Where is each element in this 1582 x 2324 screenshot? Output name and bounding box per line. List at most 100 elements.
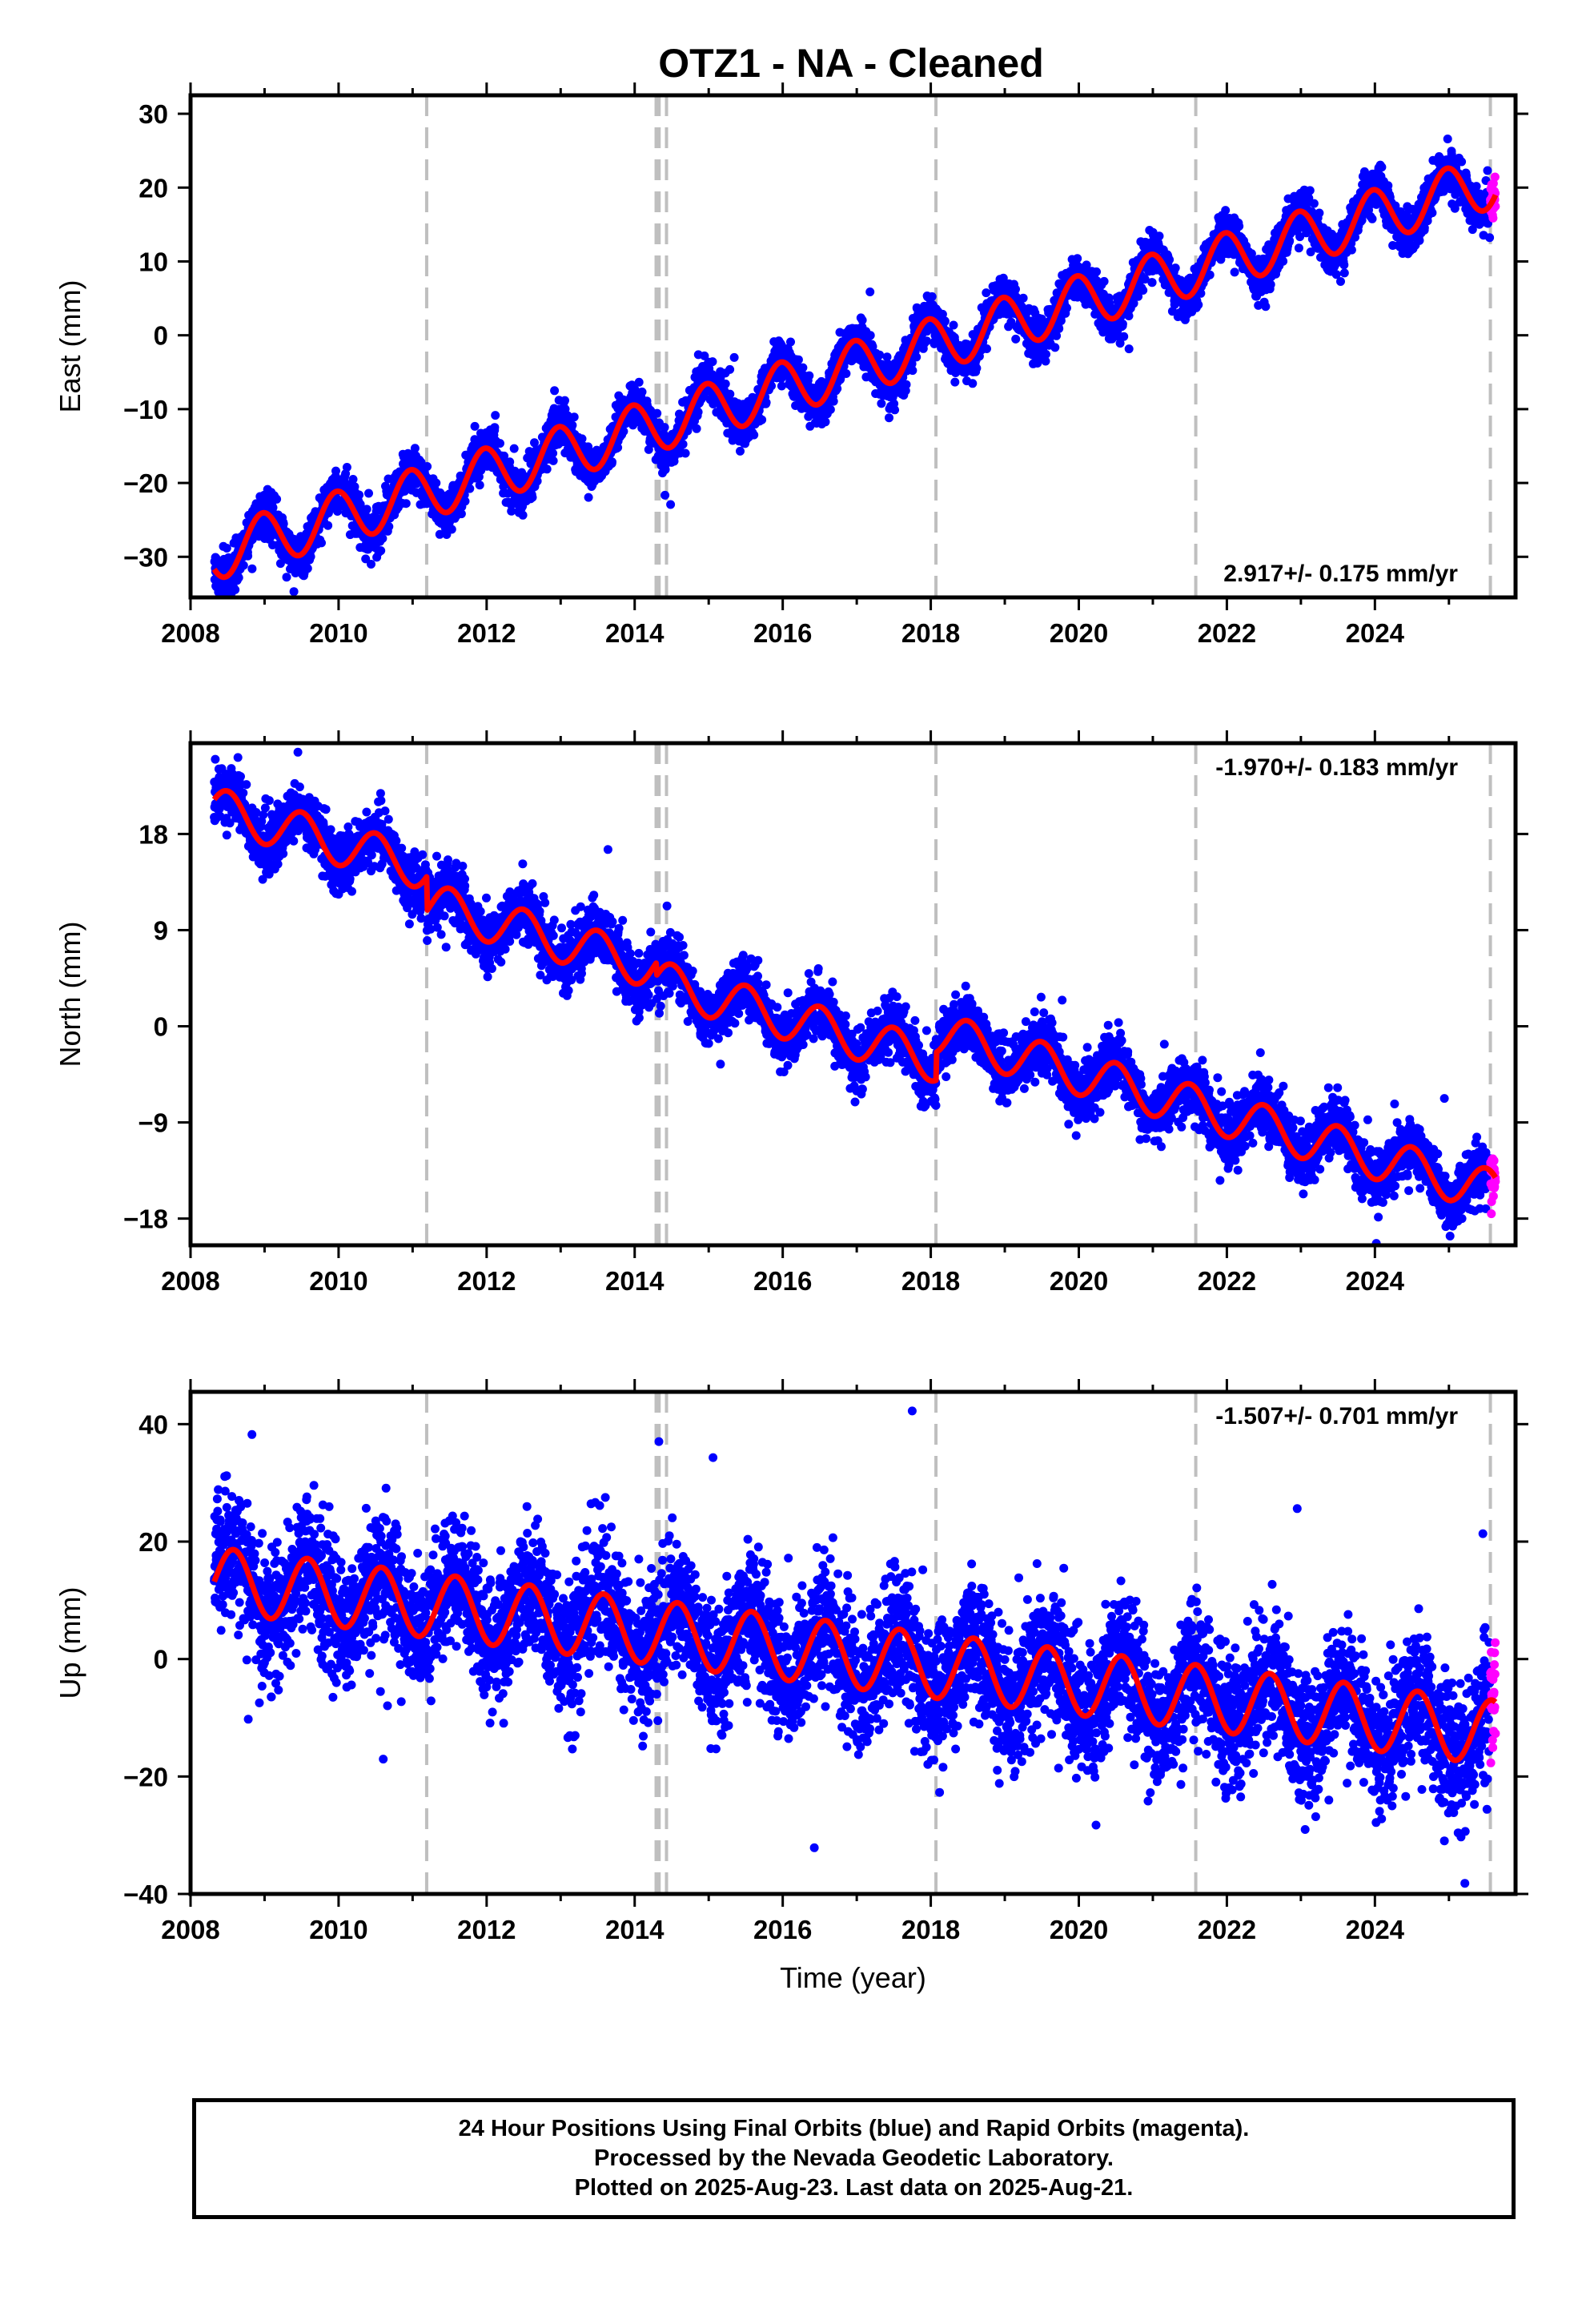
east-point bbox=[432, 478, 441, 488]
east-point bbox=[234, 573, 243, 582]
east-point bbox=[652, 408, 662, 418]
east-point bbox=[1018, 293, 1028, 303]
east-point bbox=[1266, 279, 1275, 289]
east-point bbox=[1194, 300, 1203, 310]
east-point bbox=[757, 415, 767, 424]
east-point bbox=[982, 288, 991, 298]
east-point bbox=[890, 405, 900, 415]
east-point bbox=[496, 439, 504, 448]
east-point bbox=[865, 331, 875, 340]
east-point bbox=[908, 366, 917, 376]
east-point bbox=[323, 521, 333, 530]
east-point bbox=[275, 559, 285, 569]
east-point bbox=[1138, 286, 1148, 295]
east-point bbox=[678, 440, 688, 449]
east-point bbox=[825, 404, 835, 414]
east-point bbox=[693, 408, 703, 416]
east-point bbox=[384, 522, 394, 531]
east-point bbox=[1205, 270, 1215, 279]
east-point bbox=[243, 551, 253, 561]
east-point bbox=[637, 387, 647, 396]
east-point bbox=[968, 379, 978, 388]
east-point bbox=[584, 493, 593, 502]
east-point bbox=[865, 287, 875, 296]
east-point bbox=[447, 525, 456, 534]
east-point bbox=[401, 499, 411, 509]
east-point bbox=[317, 538, 326, 548]
east-point bbox=[1073, 254, 1082, 263]
east-point bbox=[364, 489, 373, 498]
east-point bbox=[1011, 334, 1021, 344]
east-point bbox=[1062, 304, 1071, 313]
east-point bbox=[282, 573, 291, 582]
east-point bbox=[505, 457, 515, 467]
east-point bbox=[303, 564, 312, 573]
east-point bbox=[342, 463, 351, 472]
figure-title: OTZ1 - NA - Cleaned bbox=[658, 41, 1044, 86]
east-point bbox=[231, 585, 240, 594]
east-point bbox=[829, 396, 838, 406]
east-point bbox=[548, 456, 558, 465]
east-point bbox=[490, 423, 500, 432]
east-point bbox=[661, 464, 670, 474]
chart-panels: 2008 2010 2012 2014 2016 2018 2020 2022 2024−30−… bbox=[54, 82, 1528, 1994]
east-point bbox=[1235, 222, 1244, 231]
east-point bbox=[793, 355, 803, 364]
east-point bbox=[272, 494, 282, 504]
east-point bbox=[1165, 255, 1174, 264]
east-point bbox=[798, 363, 808, 372]
east-point bbox=[608, 457, 616, 467]
east-point bbox=[475, 480, 484, 490]
east-point bbox=[666, 500, 676, 509]
east-point bbox=[875, 350, 885, 360]
east-point bbox=[1124, 312, 1134, 320]
east-point bbox=[805, 371, 814, 380]
east-point bbox=[528, 493, 537, 502]
east-point bbox=[982, 344, 991, 353]
east-point bbox=[222, 544, 231, 553]
east-point bbox=[1230, 267, 1239, 277]
east-point bbox=[306, 552, 315, 561]
east-point bbox=[569, 412, 579, 422]
east-point bbox=[729, 352, 739, 362]
east-point bbox=[507, 506, 516, 516]
east-point bbox=[362, 505, 371, 514]
east-point bbox=[460, 497, 470, 506]
east-point bbox=[1119, 332, 1129, 341]
east-point bbox=[550, 386, 560, 396]
east-point bbox=[1099, 276, 1109, 286]
east-point bbox=[247, 564, 257, 573]
east-point bbox=[1124, 344, 1134, 354]
east-point bbox=[333, 507, 342, 516]
east-point bbox=[661, 490, 670, 500]
east-point bbox=[821, 417, 830, 427]
east-point bbox=[509, 444, 519, 453]
east-point bbox=[857, 316, 867, 325]
east-point bbox=[355, 500, 365, 509]
east-point bbox=[491, 411, 500, 420]
panel-east: 2008 2010 2012 2014 2016 2018 2020 2022 2024−30−… bbox=[54, 82, 1528, 648]
east-point bbox=[1147, 278, 1157, 287]
east-point bbox=[877, 399, 886, 408]
east-point bbox=[692, 424, 701, 433]
east-point bbox=[940, 316, 950, 326]
east-point bbox=[1221, 206, 1231, 215]
east-point bbox=[470, 421, 480, 431]
east-point bbox=[927, 292, 937, 301]
east-point bbox=[348, 475, 358, 484]
east-point bbox=[1056, 316, 1066, 325]
east-point bbox=[239, 561, 248, 570]
east-point bbox=[568, 420, 577, 430]
east-point bbox=[721, 379, 730, 388]
east-point bbox=[786, 337, 795, 347]
east-point bbox=[279, 519, 288, 529]
east-point bbox=[361, 554, 371, 564]
east-point bbox=[355, 490, 364, 500]
east-point bbox=[912, 352, 921, 362]
east-point bbox=[367, 560, 375, 569]
east-final-orbit-points bbox=[210, 135, 1495, 597]
east-point bbox=[761, 398, 771, 408]
east-point bbox=[376, 546, 386, 556]
east-point bbox=[885, 413, 893, 423]
